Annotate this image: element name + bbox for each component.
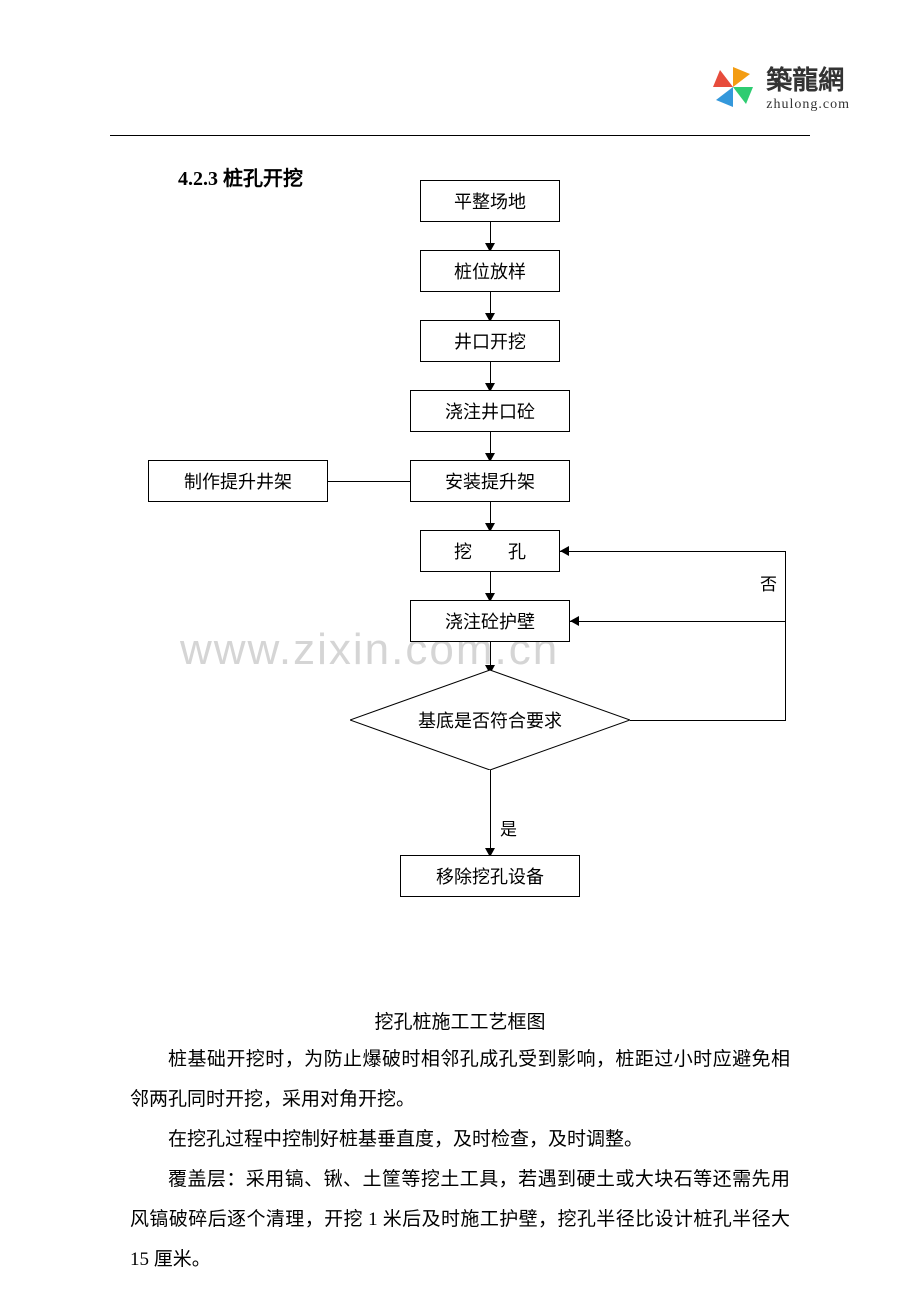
connector bbox=[560, 551, 785, 552]
body-paragraph: 覆盖层：采用镐、锹、土筐等挖土工具，若遇到硬土或大块石等还需先用风镐破碎后逐个清… bbox=[130, 1160, 790, 1280]
logo-icon bbox=[708, 62, 758, 112]
decision-node: 基底是否符合要求 bbox=[350, 670, 630, 770]
flow-node: 移除挖孔设备 bbox=[400, 855, 580, 897]
flowchart: www.zixin.com.cn 平整场地 桩位放样 井口开挖 浇注井口砼 安装… bbox=[0, 175, 920, 965]
flow-node: 平整场地 bbox=[420, 180, 560, 222]
flow-node: 桩位放样 bbox=[420, 250, 560, 292]
body-paragraph: 桩基础开挖时，为防止爆破时相邻孔成孔受到影响，桩距过小时应避免相邻两孔同时开挖，… bbox=[130, 1040, 790, 1120]
decision-label: 基底是否符合要求 bbox=[418, 707, 562, 733]
logo: 築龍網 zhulong.com bbox=[708, 60, 850, 113]
connector bbox=[630, 720, 785, 721]
flow-node: 井口开挖 bbox=[420, 320, 560, 362]
connector bbox=[328, 481, 410, 482]
yes-label: 是 bbox=[500, 815, 517, 840]
flow-node: 安装提升架 bbox=[410, 460, 570, 502]
paragraph-text: 在挖孔过程中控制好桩基垂直度，及时检查，及时调整。 bbox=[130, 1120, 790, 1160]
connector bbox=[490, 770, 491, 855]
flow-side-node: 制作提升井架 bbox=[148, 460, 328, 502]
logo-text: 築龍網 zhulong.com bbox=[766, 60, 850, 113]
header-divider bbox=[110, 135, 810, 136]
connector bbox=[785, 551, 786, 721]
paragraph-text: 桩基础开挖时，为防止爆破时相邻孔成孔受到影响，桩距过小时应避免相邻两孔同时开挖，… bbox=[130, 1040, 790, 1120]
body-paragraph: 在挖孔过程中控制好桩基垂直度，及时检查，及时调整。 bbox=[130, 1120, 790, 1160]
flowchart-caption: 挖孔桩施工工艺框图 bbox=[0, 1007, 920, 1034]
paragraph-text: 覆盖层：采用镐、锹、土筐等挖土工具，若遇到硬土或大块石等还需先用风镐破碎后逐个清… bbox=[130, 1160, 790, 1280]
flow-node: 挖 孔 bbox=[420, 530, 560, 572]
logo-cn-text: 築龍網 bbox=[766, 60, 850, 97]
connector bbox=[570, 621, 785, 622]
no-label: 否 bbox=[760, 570, 777, 595]
arrow-icon bbox=[560, 546, 569, 556]
logo-en-text: zhulong.com bbox=[766, 97, 850, 113]
flow-node: 浇注井口砼 bbox=[410, 390, 570, 432]
arrow-icon bbox=[570, 616, 579, 626]
flow-node: 浇注砼护壁 bbox=[410, 600, 570, 642]
